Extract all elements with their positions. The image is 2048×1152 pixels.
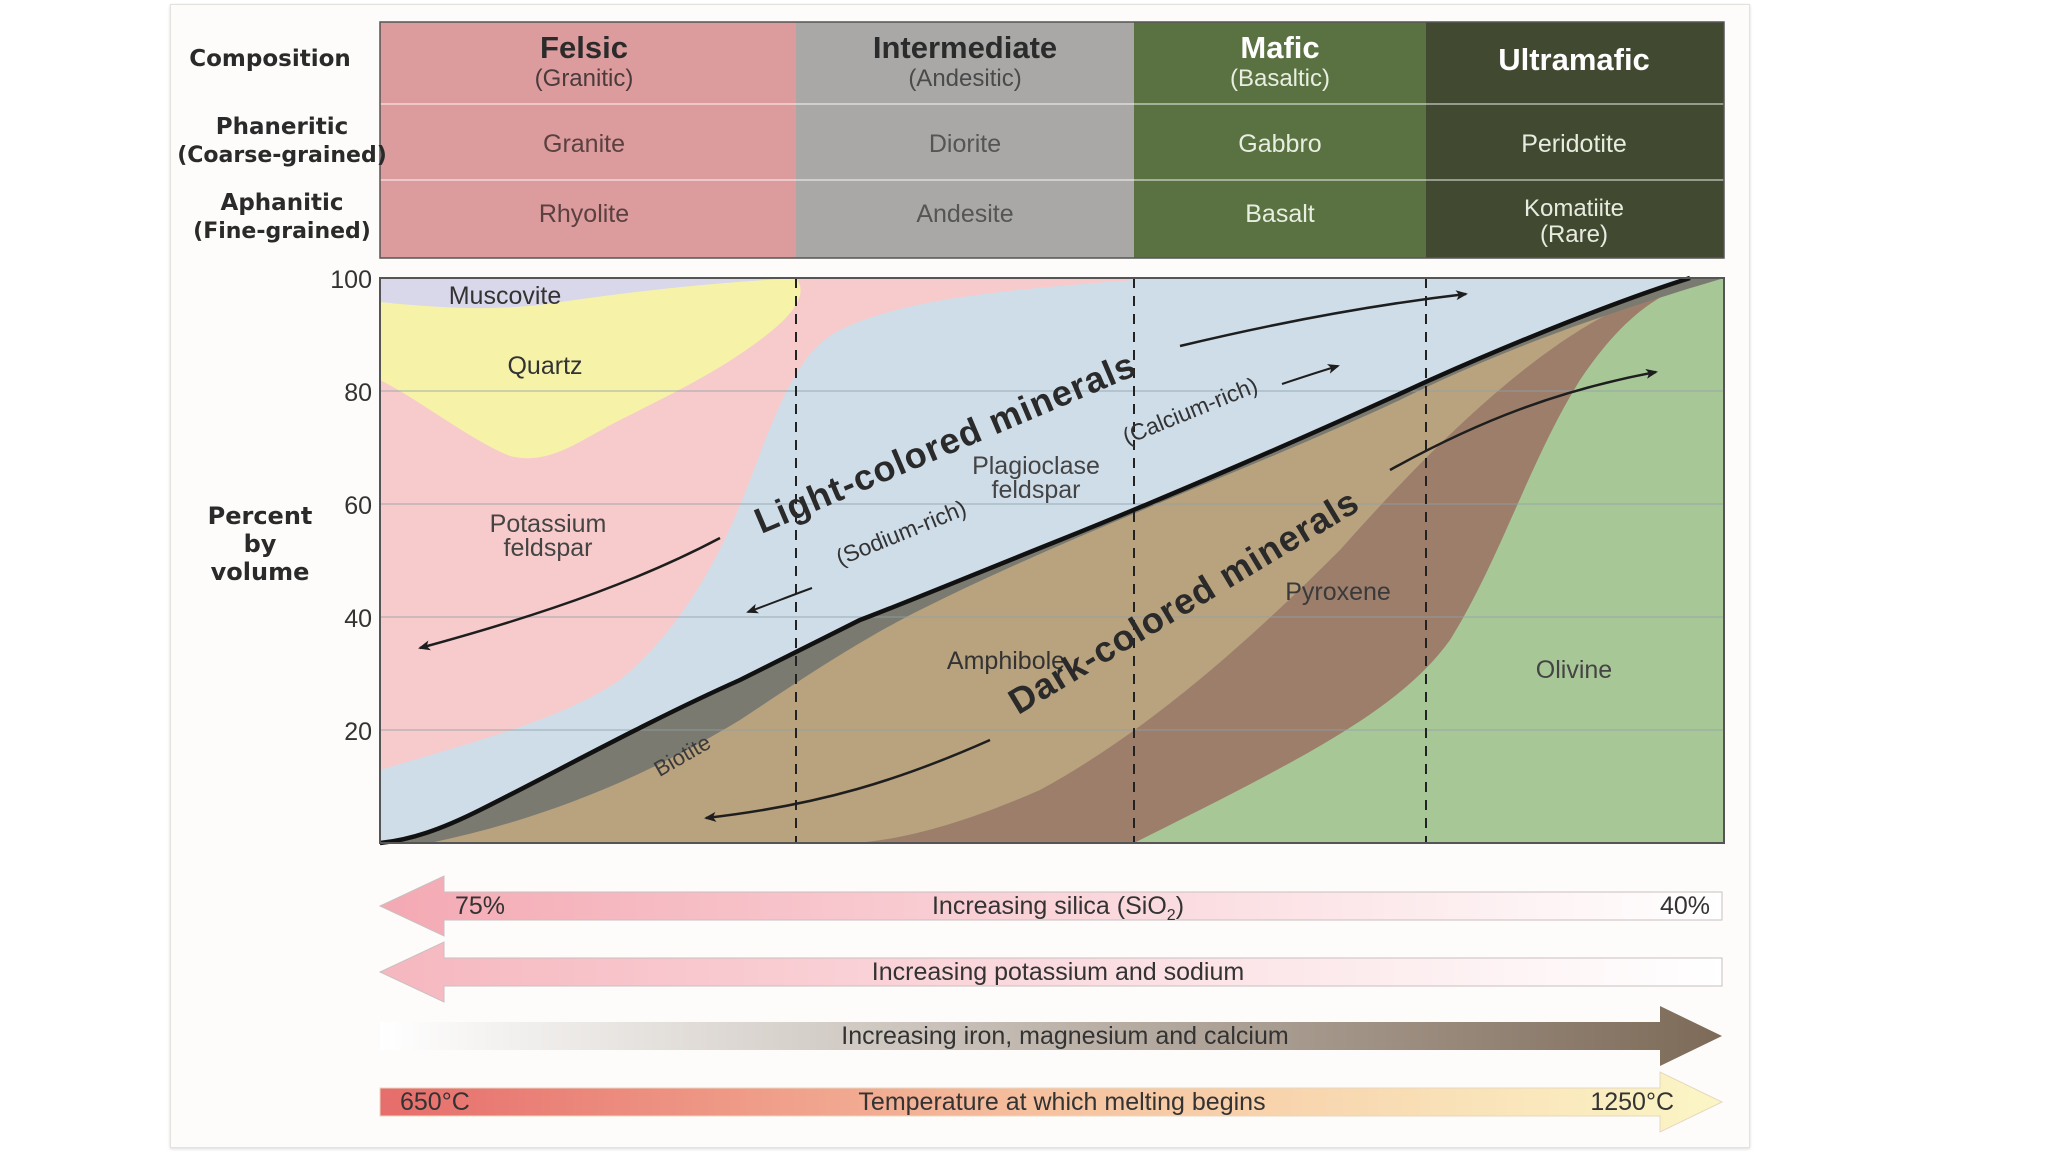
label-plagioclase-2: feldspar xyxy=(992,476,1081,504)
felsic-aphanitic: Rhyolite xyxy=(539,200,629,228)
y-tick-100: 100 xyxy=(330,266,372,294)
label-plagioclase-1: Plagioclase xyxy=(972,452,1100,480)
temperature-right-value: 1250°C xyxy=(1590,1088,1674,1116)
intermediate-phaneritic: Diorite xyxy=(929,130,1001,158)
label-olivine: Olivine xyxy=(1536,656,1612,684)
temperature-label: Temperature at which melting begins xyxy=(858,1088,1265,1116)
column-dividers xyxy=(795,278,1427,843)
sodium-rich-arrow xyxy=(746,587,813,614)
potassium-sodium-arrow xyxy=(378,941,1723,1003)
y-tick-20: 20 xyxy=(344,718,372,746)
ultramafic-aphanitic-sub: (Rare) xyxy=(1540,221,1608,248)
ultramafic-phaneritic: Peridotite xyxy=(1521,130,1627,158)
calcium-rich-arrow xyxy=(1281,364,1340,385)
y-tick-60: 60 xyxy=(344,492,372,520)
felsic-column-bg xyxy=(380,22,796,258)
quartz-region xyxy=(380,278,801,459)
silica-right-value: 40% xyxy=(1660,892,1710,920)
row-label-aphanitic-sub: (Fine-grained) xyxy=(193,219,371,244)
label-pyroxene: Pyroxene xyxy=(1285,578,1391,606)
silica-label-close: ) xyxy=(1176,892,1184,920)
trend-arrows: 75% 40% Increasing silica (SiO2) Increas… xyxy=(378,875,1724,1133)
chart-gridlines xyxy=(380,390,1724,731)
ultramafic-title: Ultramafic xyxy=(1498,42,1650,77)
temperature-arrow xyxy=(379,1071,1724,1133)
y-axis-label-volume: volume xyxy=(211,558,310,586)
mineral-chart: 100 80 60 40 20 Percent by volume Muscov… xyxy=(208,266,1725,846)
felsic-phaneritic: Granite xyxy=(543,130,625,158)
row-label-aphanitic: Aphanitic xyxy=(221,190,344,216)
row-label-phaneritic: Phaneritic xyxy=(216,114,348,140)
light-minerals-arrow-left xyxy=(418,536,721,651)
muscovite-region xyxy=(380,278,796,309)
label-quartz: Quartz xyxy=(507,352,582,380)
mafic-subtitle: (Basaltic) xyxy=(1230,65,1330,92)
ultramafic-column-bg xyxy=(1426,22,1724,258)
label-potassium-feldspar-1: Potassium xyxy=(490,510,607,538)
label-muscovite: Muscovite xyxy=(449,282,562,310)
felsic-subtitle: (Granitic) xyxy=(535,65,634,92)
y-tick-80: 80 xyxy=(344,379,372,407)
iron-magnesium-calcium-arrow xyxy=(380,1006,1722,1066)
header-border xyxy=(379,21,1725,259)
silica-label-subscript: 2 xyxy=(1167,907,1176,924)
silica-left-value: 75% xyxy=(455,892,505,920)
mafic-title: Mafic xyxy=(1240,30,1319,65)
label-potassium-feldspar-2: feldspar xyxy=(504,534,593,562)
silica-label-main: Increasing silica (SiO xyxy=(932,892,1167,920)
mafic-phaneritic: Gabbro xyxy=(1238,130,1321,158)
chart-frame xyxy=(379,277,1725,844)
felsic-title: Felsic xyxy=(540,30,628,65)
temperature-left-value: 650°C xyxy=(400,1088,470,1116)
y-axis-label-percent: Percent xyxy=(208,502,313,530)
y-axis-label-by: by xyxy=(244,530,277,558)
iron-magnesium-calcium-label: Increasing iron, magnesium and calcium xyxy=(841,1022,1288,1050)
label-amphibole: Amphibole xyxy=(947,647,1065,675)
dark-minerals-arrow-right xyxy=(1389,368,1658,472)
row-label-composition: Composition xyxy=(189,46,351,72)
row-label-phaneritic-sub: (Coarse-grained) xyxy=(177,143,387,168)
silica-label: Increasing silica (SiO2) xyxy=(932,892,1184,924)
light-minerals-arrow-right xyxy=(1179,290,1468,348)
potassium-sodium-label: Increasing potassium and sodium xyxy=(872,958,1244,986)
intermediate-column-bg xyxy=(796,22,1134,258)
y-tick-40: 40 xyxy=(344,605,372,633)
silica-arrow xyxy=(378,875,1723,937)
dark-minerals-arrow-left xyxy=(704,738,991,822)
light-dark-boundary xyxy=(379,275,1691,846)
header-table: Composition Phaneritic (Coarse-grained) … xyxy=(177,21,1725,259)
intermediate-aphanitic: Andesite xyxy=(916,200,1013,228)
intermediate-subtitle: (Andesitic) xyxy=(908,65,1021,92)
mafic-column-bg xyxy=(1134,22,1426,258)
ultramafic-aphanitic: Komatiite xyxy=(1524,195,1624,222)
intermediate-title: Intermediate xyxy=(873,30,1057,65)
mafic-aphanitic: Basalt xyxy=(1245,200,1315,228)
